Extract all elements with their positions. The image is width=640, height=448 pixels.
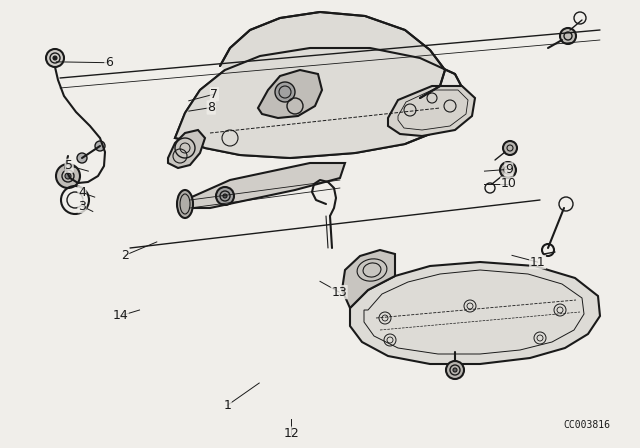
Text: 7: 7 xyxy=(211,87,218,101)
Text: 9: 9 xyxy=(505,163,513,176)
Text: 12: 12 xyxy=(284,427,299,440)
Circle shape xyxy=(560,28,576,44)
Circle shape xyxy=(223,194,227,198)
Circle shape xyxy=(453,368,457,372)
Text: 1: 1 xyxy=(223,399,231,412)
Polygon shape xyxy=(175,48,465,158)
Text: 8: 8 xyxy=(207,101,215,114)
Circle shape xyxy=(275,82,295,102)
Text: 5: 5 xyxy=(65,159,73,172)
Polygon shape xyxy=(175,12,445,158)
Polygon shape xyxy=(350,262,600,364)
Polygon shape xyxy=(342,250,395,308)
Circle shape xyxy=(95,141,105,151)
Text: CC003816: CC003816 xyxy=(563,420,610,430)
Circle shape xyxy=(65,173,71,179)
Ellipse shape xyxy=(177,190,193,218)
Circle shape xyxy=(77,153,87,163)
Text: 13: 13 xyxy=(332,285,347,299)
Polygon shape xyxy=(258,70,322,118)
Circle shape xyxy=(56,164,80,188)
Polygon shape xyxy=(168,130,205,168)
Text: 4: 4 xyxy=(78,186,86,199)
Circle shape xyxy=(500,162,516,178)
Circle shape xyxy=(216,187,234,205)
Text: 2: 2 xyxy=(121,249,129,262)
Text: 14: 14 xyxy=(113,309,128,323)
Polygon shape xyxy=(388,86,475,136)
Text: 3: 3 xyxy=(78,199,86,213)
Circle shape xyxy=(46,49,64,67)
Circle shape xyxy=(503,141,517,155)
Polygon shape xyxy=(185,163,345,208)
Text: 6: 6 xyxy=(105,56,113,69)
Circle shape xyxy=(53,56,57,60)
Circle shape xyxy=(446,361,464,379)
Text: 10: 10 xyxy=(501,177,516,190)
Text: 11: 11 xyxy=(530,255,545,269)
